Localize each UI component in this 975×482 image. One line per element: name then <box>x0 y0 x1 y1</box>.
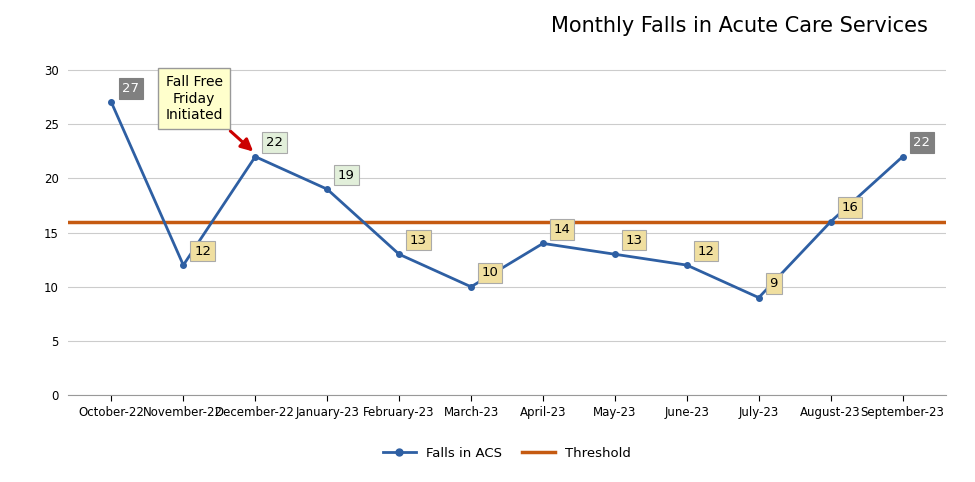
Text: Monthly Falls in Acute Care Services: Monthly Falls in Acute Care Services <box>551 15 928 36</box>
Text: 9: 9 <box>769 277 778 290</box>
Text: 12: 12 <box>697 244 715 257</box>
Text: 10: 10 <box>482 266 498 279</box>
Text: 16: 16 <box>841 201 858 214</box>
Text: 13: 13 <box>626 234 643 247</box>
Text: 22: 22 <box>266 136 283 149</box>
Legend: Falls in ACS, Threshold: Falls in ACS, Threshold <box>377 442 637 465</box>
Text: 19: 19 <box>338 169 355 182</box>
Text: 12: 12 <box>194 244 212 257</box>
Text: 22: 22 <box>914 136 930 149</box>
Text: 14: 14 <box>554 223 570 236</box>
Text: 13: 13 <box>410 234 427 247</box>
Text: 27: 27 <box>122 82 139 95</box>
Text: Fall Free
Friday
Initiated: Fall Free Friday Initiated <box>166 75 251 149</box>
